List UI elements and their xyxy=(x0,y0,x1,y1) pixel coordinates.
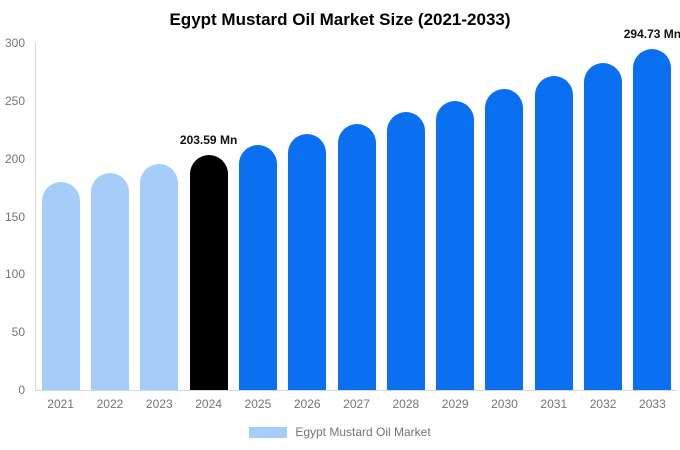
chart-title: Egypt Mustard Oil Market Size (2021-2033… xyxy=(169,10,511,29)
y-axis-line xyxy=(35,43,36,391)
bar-slot xyxy=(135,43,184,390)
x-axis-label: 2026 xyxy=(293,397,321,411)
y-axis-label: 50 xyxy=(11,325,25,340)
y-axis-label: 100 xyxy=(4,267,25,282)
bar-slot xyxy=(381,43,430,390)
y-axis-label: 0 xyxy=(18,383,25,397)
bar-2024[interactable] xyxy=(189,154,228,390)
x-axis: 2021 2022 2023 2024 2025 2026 2027 2028 2029 2030… xyxy=(36,397,677,411)
bar-2022[interactable] xyxy=(90,173,129,390)
bar-slot xyxy=(529,43,578,390)
bar-slot: 294.73 Mn xyxy=(624,27,680,390)
bar-2029[interactable] xyxy=(436,100,475,390)
bar-2028[interactable] xyxy=(386,112,425,390)
bar-2033[interactable] xyxy=(633,49,672,390)
x-axis-label: 2025 xyxy=(244,397,272,411)
bar-value-label: 294.73 Mn xyxy=(623,27,680,42)
x-axis-line xyxy=(35,390,677,391)
y-axis-label: 300 xyxy=(4,36,25,50)
x-axis-label: 2023 xyxy=(145,397,173,411)
x-axis-label: 2024 xyxy=(195,397,222,411)
y-axis-label: 150 xyxy=(4,209,25,224)
x-axis-label: 2022 xyxy=(96,397,124,411)
bar-slot xyxy=(85,43,134,390)
bar-2021[interactable] xyxy=(41,181,80,390)
bar-2030[interactable] xyxy=(485,88,524,390)
bar-slot: 203.59 Mn xyxy=(180,43,237,390)
x-axis-label: 2031 xyxy=(540,397,568,411)
x-axis-label: 2032 xyxy=(589,397,617,411)
y-axis: 0 50 100 150 200 250 300 xyxy=(0,36,29,397)
bar-value-label: 203.59 Mn xyxy=(179,132,238,147)
bar-2031[interactable] xyxy=(534,75,573,390)
x-axis-label: 2030 xyxy=(491,397,518,411)
bar-slot xyxy=(233,43,282,390)
bar-2027[interactable] xyxy=(337,123,376,390)
legend-swatch[interactable] xyxy=(249,426,288,438)
y-axis-label: 200 xyxy=(4,151,25,166)
bar-slot xyxy=(36,43,85,390)
bar-slot xyxy=(480,43,529,390)
x-axis-label: 2029 xyxy=(441,397,469,411)
x-axis-label: 2033 xyxy=(639,397,666,411)
legend-label[interactable]: Egypt Mustard Oil Market xyxy=(295,425,431,439)
bar-slot xyxy=(332,43,381,390)
bar-slot xyxy=(578,43,627,390)
plot-area: 203.59 Mn 294.73 Mn xyxy=(36,27,680,390)
x-axis-label: 2027 xyxy=(343,397,370,411)
x-axis-label: 2021 xyxy=(47,397,74,411)
legend[interactable]: Egypt Mustard Oil Market xyxy=(0,425,680,439)
bar-slot xyxy=(431,43,480,390)
y-axis-label: 250 xyxy=(4,93,25,108)
bar-slot xyxy=(283,43,332,390)
bar-2026[interactable] xyxy=(288,134,327,390)
bar-2025[interactable] xyxy=(238,144,277,390)
bar-2032[interactable] xyxy=(584,62,623,390)
x-axis-label: 2028 xyxy=(392,397,420,411)
bar-2023[interactable] xyxy=(140,164,179,390)
